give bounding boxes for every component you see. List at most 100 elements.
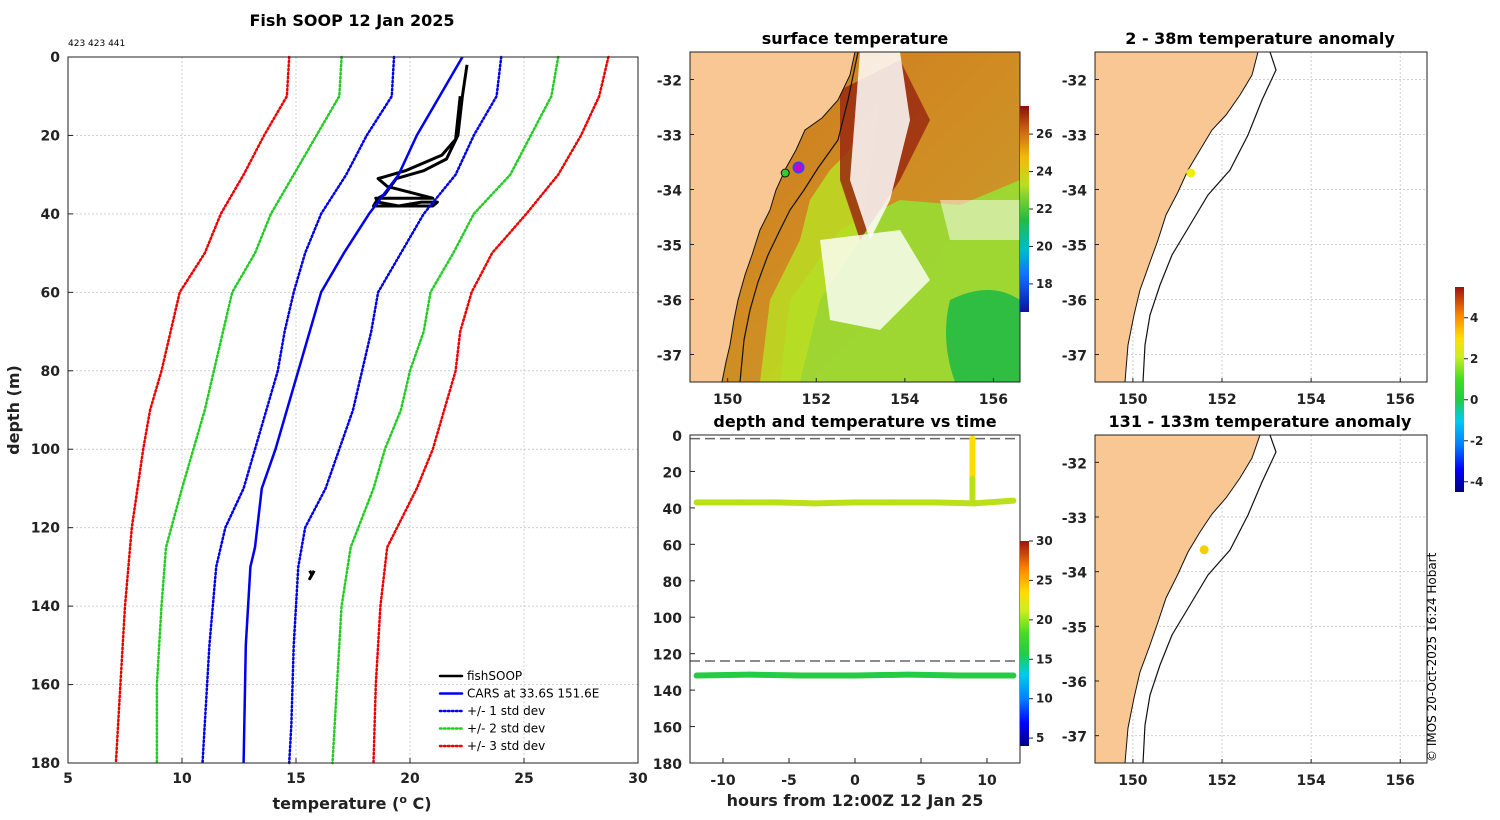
anomaly-map-deep-panel: 131 - 133m temperature anomaly 150 152 154…: [1062, 287, 1483, 789]
depth-time-segment-shallow-7: [970, 497, 1017, 507]
profile-ytick-20: 20: [41, 128, 61, 144]
sst-green-patch: [946, 290, 1020, 382]
depth-time-cb-tick-10: 10: [1036, 692, 1053, 706]
anomaly-shallow-ytick--34: -34: [1062, 184, 1088, 200]
anomaly-cb-tick-0: 0: [1470, 393, 1478, 407]
sst-map-panel: surface temperature 150 152 154 156 -32 -33 -3…: [657, 29, 1053, 408]
profile-legend-label-3: +/- 2 std dev: [467, 722, 545, 736]
profile-ytick-0: 0: [50, 50, 60, 66]
profile-xtick-5: 5: [63, 771, 73, 787]
profile-xlabel: temperature (o C): [272, 793, 431, 813]
depth-time-colorbar: [1020, 541, 1029, 746]
anomaly-shallow-axes-box: [1094, 51, 1428, 383]
depth-time-ytick-80: 80: [663, 575, 683, 591]
profile-axes-box: [67, 56, 639, 764]
sst-land: [690, 52, 856, 382]
anomaly-shallow-title: 2 - 38m temperature anomaly: [1125, 29, 1395, 48]
anomaly-deep-ytick--33: -33: [1062, 511, 1087, 527]
anomaly-cb-tick-4: 4: [1470, 311, 1478, 325]
sst-ytick--35: -35: [657, 239, 682, 255]
depth-time-segment-shallow-2: [772, 499, 819, 507]
sst-cloud-mask-2: [820, 230, 930, 330]
depth-time-segment-shallow-6: [931, 499, 977, 507]
credit-text: © IMOS 20-Oct-2025 16:24 Hobart: [1425, 552, 1439, 762]
anomaly-deep-xtick-152: 152: [1207, 773, 1236, 789]
anomaly-deep-axes-box: [1094, 434, 1428, 764]
sst-cb-tick-24: 24: [1036, 165, 1053, 179]
anomaly-deep-title: 131 - 133m temperature anomaly: [1109, 412, 1412, 431]
sst-xtick-154: 154: [890, 392, 919, 408]
anomaly-cb-tick--2: -2: [1470, 434, 1483, 448]
profile-series--2-std-dev: [155, 55, 343, 765]
depth-time-segment-deep-1: [746, 671, 806, 679]
depth-time-segment-deep-3: [852, 671, 911, 679]
profile-legend-label-1: CARS at 33.6S 151.6E: [467, 687, 599, 701]
depth-time-ytick-100: 100: [653, 611, 682, 627]
depth-time-segment-shallow-3: [812, 499, 858, 507]
depth-time-segment-deep-0: [693, 671, 753, 679]
depth-time-ytick-0: 0: [672, 429, 682, 445]
depth-time-series: [693, 435, 1017, 679]
profile-series--2-std-dev-upper: [331, 55, 560, 765]
profile-xtick-20: 20: [400, 771, 420, 787]
sst-xtick-156: 156: [979, 392, 1008, 408]
anomaly-deep-ticks: 150 152 154 156 -32 -33 -34 -35 -36 -37: [1062, 456, 1415, 789]
depth-time-xlabel: hours from 12:00Z 12 Jan 25: [727, 791, 984, 810]
anomaly-shallow-isobath: [1142, 52, 1277, 382]
sst-ytick--33: -33: [657, 129, 682, 145]
anomaly-colorbar: [1455, 287, 1464, 492]
anomaly-deep-ytick--37: -37: [1062, 730, 1087, 746]
sst-cloud-mask-3: [940, 200, 1020, 240]
profile-ytick-100: 100: [31, 442, 60, 458]
sst-xtick-152: 152: [802, 392, 831, 408]
profile-legend-label-4: +/- 3 std dev: [467, 739, 545, 753]
anomaly-map-shallow-panel: 2 - 38m temperature anomaly 150 152 154 156…: [1062, 29, 1428, 408]
profile-ylabel: depth (m): [4, 365, 23, 455]
depth-time-xtick-5: 5: [916, 773, 926, 789]
sst-colorbar: [1020, 106, 1029, 312]
anomaly-shallow-marker: [1186, 168, 1196, 178]
sst-cb-tick-18: 18: [1036, 277, 1053, 291]
profile-legend-label-2: +/- 1 std dev: [467, 704, 545, 718]
profile-panel: Fish SOOP 12 Jan 2025 423 423 441 5 10 15 2…: [4, 11, 648, 813]
anomaly-colorbar-ticks: -4 -2 0 2 4: [1464, 311, 1483, 489]
anomaly-shallow-ytick--36: -36: [1062, 294, 1087, 310]
anomaly-shallow-xtick-156: 156: [1386, 392, 1415, 408]
sst-ytick--32: -32: [657, 74, 682, 90]
sst-ytick--37: -37: [657, 349, 682, 365]
profile-xtick-10: 10: [172, 771, 192, 787]
profile-ytick-160: 160: [31, 678, 60, 694]
profile-ytick-80: 80: [41, 364, 61, 380]
anomaly-shallow-ytick--33: -33: [1062, 129, 1087, 145]
sst-ytick--36: -36: [657, 294, 682, 310]
profile-subtitle: 423 423 441: [68, 39, 125, 49]
anomaly-deep-xtick-154: 154: [1297, 773, 1326, 789]
profile-ytick-180: 180: [31, 756, 60, 772]
profile-series-fishsoop-deep: [308, 570, 316, 581]
depth-time-xtick--10: -10: [710, 773, 736, 789]
profile-series: [114, 55, 610, 765]
depth-time-ytick-40: 40: [663, 502, 683, 518]
anomaly-shallow-ytick--37: -37: [1062, 349, 1087, 365]
anomaly-deep-ytick--35: -35: [1062, 620, 1087, 636]
profile-series--1-std-dev: [201, 55, 396, 765]
depth-time-colorbar-ticks: 5 10 15 20 25 30: [1029, 534, 1053, 745]
depth-time-cb-tick-5: 5: [1036, 731, 1044, 745]
anomaly-shallow-ytick--35: -35: [1062, 239, 1087, 255]
anomaly-deep-land: [1095, 435, 1261, 763]
depth-time-ytick-180: 180: [653, 757, 682, 773]
profile-title: Fish SOOP 12 Jan 2025: [250, 11, 455, 30]
profile-legend: fishSOOP CARS at 33.6S 151.6E +/- 1 std de…: [438, 669, 599, 753]
anomaly-cb-tick--4: -4: [1470, 475, 1483, 489]
anomaly-deep-marker: [1199, 545, 1209, 555]
depth-time-ytick-160: 160: [653, 721, 682, 737]
depth-time-cb-tick-25: 25: [1036, 573, 1053, 587]
anomaly-deep-ytick--36: -36: [1062, 675, 1087, 691]
depth-time-cb-tick-15: 15: [1036, 652, 1053, 666]
profile-legend-label-0: fishSOOP: [467, 669, 522, 683]
sst-cb-tick-20: 20: [1036, 239, 1053, 253]
sst-marker-fishsoop: [792, 161, 805, 174]
profile-series--3-std-dev: [114, 55, 291, 765]
anomaly-deep-xtick-156: 156: [1386, 773, 1415, 789]
